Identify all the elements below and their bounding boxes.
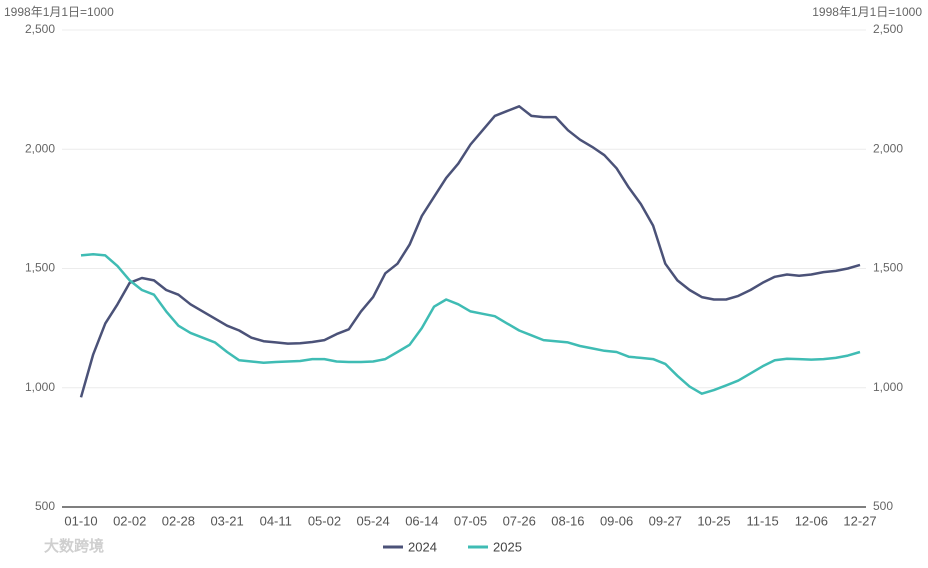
- y2-tick-label: 500: [873, 499, 893, 513]
- y-tick-label: 1,000: [25, 380, 55, 394]
- x-tick-label: 07-05: [454, 513, 487, 528]
- line-series: [79, 105, 861, 398]
- y2-axis-label: 1998年1月1日=1000: [812, 5, 922, 19]
- watermark: 大数跨境: [44, 537, 104, 555]
- x-tick-label: 07-26: [503, 513, 536, 528]
- x-tick-label: 06-14: [405, 513, 438, 528]
- x-tick-label: 05-02: [308, 513, 341, 528]
- x-tick-label: 02-28: [162, 513, 195, 528]
- y2-tick-label: 2,000: [873, 141, 903, 155]
- x-tick-label: 11-15: [746, 513, 778, 528]
- y-tick-label: 2,000: [25, 141, 55, 155]
- x-tick-label: 02-02: [113, 513, 146, 528]
- x-tick-label: 03-21: [210, 513, 243, 528]
- x-tick-label: 04-11: [260, 513, 292, 528]
- x-tick-label: 12-27: [843, 513, 876, 528]
- line-series: [80, 252, 861, 395]
- x-tick-label: 01-10: [64, 513, 97, 528]
- y2-tick-label: 1,000: [873, 380, 903, 394]
- legend-label: 2025: [493, 539, 522, 554]
- y-axis-label: 1998年1月1日=1000: [4, 5, 114, 19]
- y2-tick-label: 1,500: [873, 261, 903, 275]
- y2-tick-label: 2,500: [873, 22, 903, 36]
- x-tick-label: 10-25: [697, 513, 730, 528]
- x-tick-label: 12-06: [795, 513, 828, 528]
- x-tick-label: 09-27: [649, 513, 682, 528]
- y-tick-label: 1,500: [25, 261, 55, 275]
- y-tick-label: 500: [35, 499, 55, 513]
- x-tick-label: 08-16: [551, 513, 584, 528]
- x-tick-label: 05-24: [357, 513, 390, 528]
- x-tick-label: 09-06: [600, 513, 633, 528]
- y-tick-label: 2,500: [25, 22, 55, 36]
- legend-label: 2024: [408, 539, 437, 554]
